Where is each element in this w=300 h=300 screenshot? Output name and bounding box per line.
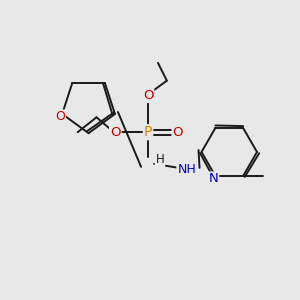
Text: O: O [143, 89, 153, 102]
Text: NH: NH [177, 163, 196, 176]
Text: N: N [208, 172, 218, 185]
Text: O: O [110, 126, 121, 139]
Text: P: P [144, 125, 152, 139]
Text: O: O [172, 126, 183, 139]
Text: O: O [55, 110, 65, 124]
Text: H: H [155, 153, 164, 167]
